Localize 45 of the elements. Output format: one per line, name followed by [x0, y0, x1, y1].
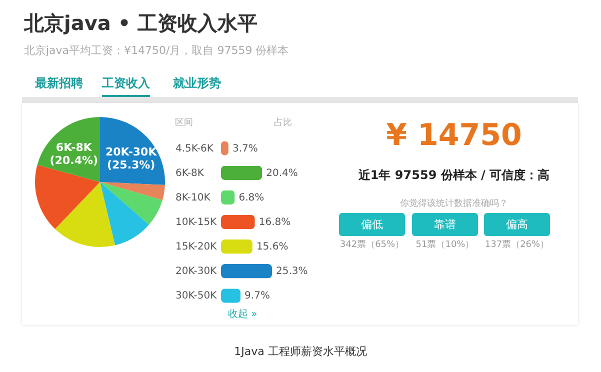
text: 51票（10%）: [414, 239, 476, 251]
chart-subtitle: 北京java平均工资：¥14750/月，取自 97559 份样本: [24, 43, 289, 58]
text: ¥ 14750: [385, 118, 523, 153]
pie-slice: [100, 182, 165, 200]
bar: [221, 239, 252, 254]
data-label: 6.8%: [238, 192, 264, 204]
data-label: 20.4%: [266, 168, 298, 179]
y-tick-label: 30K-50K: [176, 290, 218, 302]
y-tick-label: 8K-10K: [176, 192, 211, 204]
pie-slice: [100, 182, 162, 225]
y-tick-label: 20K-30K: [176, 266, 218, 278]
data-label: (25.3%): [106, 158, 156, 172]
text: 最新招聘: [35, 75, 83, 92]
y-tick-label: 10K-15K: [176, 217, 218, 228]
pie-slice: [35, 164, 100, 229]
button[interactable]: 靠谱: [412, 213, 478, 236]
button[interactable]: 偏低: [339, 213, 405, 236]
slice-label: 6K-8K: [56, 140, 92, 154]
text: 137票（26%）: [484, 239, 550, 251]
data-label: 3.7%: [232, 143, 258, 154]
text: 区间: [175, 116, 193, 129]
text: 近1年 97559 份样本 / 可信度：高: [357, 167, 551, 184]
data-label: 25.3%: [276, 266, 308, 278]
text: 收起 »: [228, 308, 258, 321]
text: 342票（65%）: [338, 239, 406, 251]
y-tick-label: 15K-20K: [176, 242, 218, 253]
bar: [221, 264, 272, 278]
pie-slice: [100, 182, 149, 246]
pie-slice: [55, 182, 116, 247]
chart-title: 北京java • 工资收入水平: [24, 10, 258, 37]
text: 1Java 工程师薪资水平概况: [233, 344, 368, 359]
data-label: (20.4%): [50, 154, 98, 167]
data-label: 15.6%: [256, 242, 288, 253]
data-label: 16.8%: [258, 217, 291, 228]
text: 工资收入: [102, 75, 150, 98]
text: 你觉得该统计数据准确吗？: [399, 198, 509, 210]
y-tick-label: 4.5K-6K: [176, 143, 214, 154]
text: 就业形势: [173, 75, 221, 92]
data-label: 9.7%: [244, 290, 270, 302]
bar: [221, 214, 255, 230]
slice-label: 20K-30K: [105, 145, 158, 158]
bar: [221, 166, 262, 180]
text: 占比: [274, 116, 292, 129]
y-tick-label: 6K-8K: [176, 168, 204, 179]
button[interactable]: 偏高: [484, 213, 550, 236]
